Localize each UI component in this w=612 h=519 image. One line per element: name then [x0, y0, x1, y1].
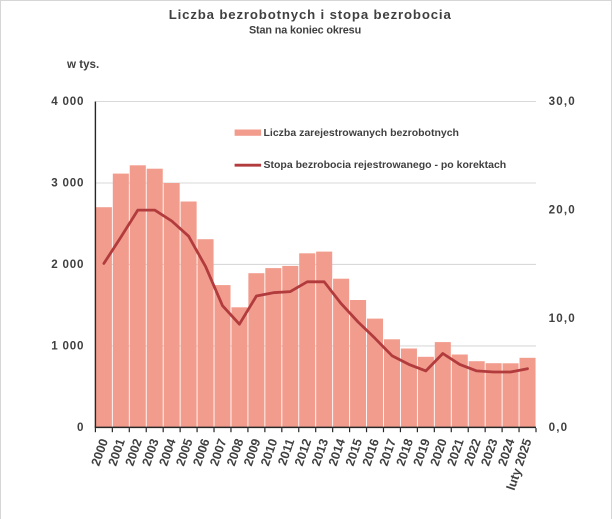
svg-text:2 000: 2 000 [51, 258, 84, 271]
svg-text:Liczba zarejestrowanych bezrob: Liczba zarejestrowanych bezrobotnych [264, 127, 459, 139]
svg-text:10,0: 10,0 [549, 312, 576, 325]
svg-text:4 000: 4 000 [51, 95, 84, 108]
svg-text:Stan na koniec okresu: Stan na koniec okresu [249, 24, 361, 36]
svg-text:30,0: 30,0 [549, 95, 576, 108]
svg-text:w tys.: w tys. [66, 58, 99, 71]
svg-text:Stopa bezrobocia rejestrowaneg: Stopa bezrobocia rejestrowanego - po kor… [264, 159, 507, 171]
svg-text:1 000: 1 000 [51, 339, 84, 352]
svg-text:3 000: 3 000 [51, 176, 84, 189]
svg-text:Liczba bezrobotnych i stopa be: Liczba bezrobotnych i stopa bezrobocia [169, 7, 452, 22]
svg-text:20,0: 20,0 [549, 204, 576, 217]
svg-text:0: 0 [77, 421, 84, 434]
svg-text:0,0: 0,0 [549, 421, 569, 434]
